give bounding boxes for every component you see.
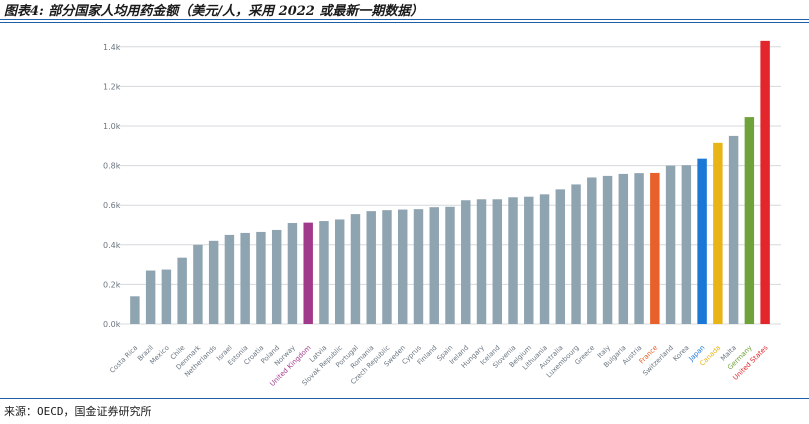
- bar-germany: [744, 117, 755, 324]
- bar-sweden: [398, 209, 408, 324]
- bar-lithuania: [539, 194, 550, 324]
- bar-cyprus: [413, 209, 424, 324]
- title-rule: [0, 19, 809, 20]
- x-tick-label: Korea: [671, 344, 690, 363]
- bar-brazil: [145, 270, 156, 324]
- bar-austria: [634, 173, 644, 324]
- bar-australia: [555, 189, 566, 324]
- bar-greece: [587, 177, 597, 324]
- title-rule-secondary: [0, 22, 809, 23]
- chart-title: 图表4: 部分国家人均用药金额（美元/人，采用 2022 或最新一期数据）: [4, 4, 424, 19]
- bar-romania: [366, 211, 376, 324]
- y-tick-label: 1.4k: [103, 43, 121, 52]
- y-tick-label: 0.6k: [103, 201, 121, 210]
- bar-estonia: [240, 232, 250, 324]
- bar-costa-rica: [130, 296, 140, 324]
- bar-norway: [287, 223, 298, 324]
- bar-italy: [602, 175, 613, 324]
- bar-portugal: [350, 214, 361, 324]
- bar-spain: [445, 206, 455, 324]
- bar-slovenia: [508, 197, 518, 324]
- bar-switzerland: [665, 165, 676, 324]
- y-tick-label: 1.2k: [103, 82, 121, 91]
- source-note: 来源：OECD，国金证券研究所: [4, 405, 152, 418]
- bar-mexico: [161, 269, 172, 324]
- bar-netherlands: [208, 240, 219, 324]
- y-tick-label: 0.4k: [103, 241, 121, 250]
- y-tick-label: 1.0k: [103, 122, 121, 131]
- bar-france: [650, 172, 660, 324]
- bar-bulgaria: [618, 173, 629, 324]
- bar-poland: [271, 229, 282, 324]
- bar-iceland: [492, 199, 502, 324]
- bar-belgium: [524, 196, 534, 324]
- bar-slovak-republic: [334, 219, 345, 324]
- x-tick-label: Costa Rica: [108, 344, 139, 375]
- bar-denmark: [193, 244, 203, 324]
- bar-hungary: [476, 199, 487, 324]
- bar-chile: [177, 257, 187, 324]
- bar-canada: [713, 142, 723, 324]
- bar-korea: [681, 165, 692, 324]
- bar-united-states: [760, 40, 770, 325]
- bar-ireland: [461, 200, 471, 324]
- bar-croatia: [256, 231, 266, 324]
- source-rule: [0, 398, 809, 399]
- y-tick-label: 0.0k: [103, 320, 121, 329]
- y-tick-label: 0.8k: [103, 162, 121, 171]
- bar-united-kingdom: [303, 222, 313, 324]
- bar-finland: [429, 207, 439, 324]
- y-tick-label: 0.2k: [103, 280, 121, 289]
- bar-japan: [697, 158, 707, 324]
- bar-malta: [728, 135, 739, 324]
- bar-latvia: [319, 221, 329, 324]
- bar-israel: [224, 234, 235, 324]
- bar-czech-republic: [382, 210, 392, 324]
- bar-chart: 0.0k 0.2k 0.4k 0.6k 0.8k 1.0k 1.2k 1.4k Costa Ri…: [103, 40, 781, 388]
- bar-luxembourg: [571, 184, 581, 324]
